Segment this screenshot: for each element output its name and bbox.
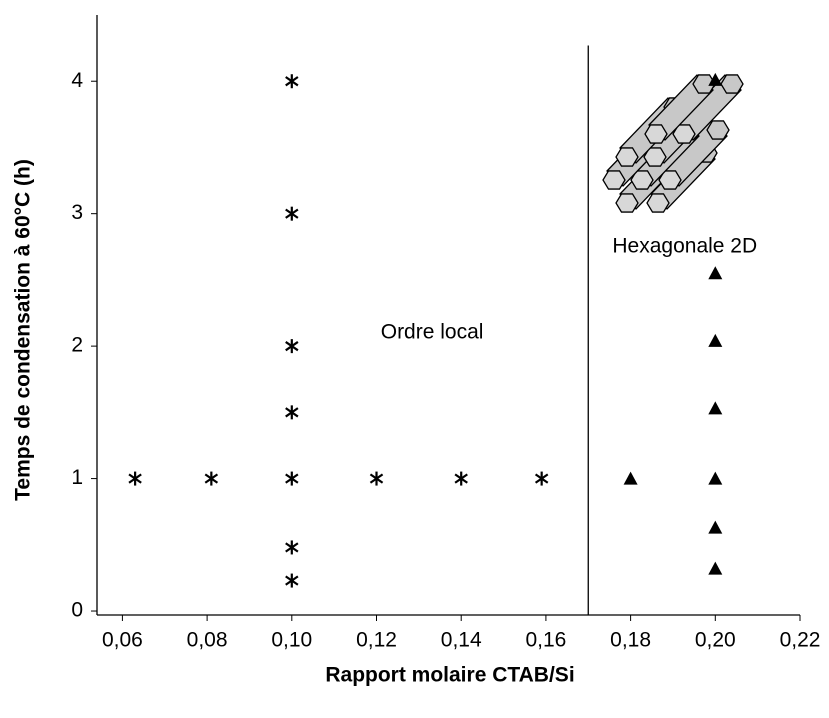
x-tick-label: 0,18 xyxy=(610,629,651,652)
cylinder-end xyxy=(643,147,667,167)
asterisk-stroke xyxy=(285,473,299,484)
x-tick-label: 0,06 xyxy=(102,629,143,652)
y-axis-title: Temps de condensation à 60°C (h) xyxy=(12,159,35,501)
x-tick-label: 0,14 xyxy=(441,629,482,652)
asterisk-stroke xyxy=(128,473,142,484)
y-tick-label: 0 xyxy=(71,599,83,622)
point xyxy=(285,540,299,555)
point xyxy=(285,573,299,588)
point xyxy=(708,520,723,534)
cylinder-end xyxy=(615,193,639,213)
point xyxy=(708,471,723,485)
cylinder-end xyxy=(602,170,626,190)
asterisk-stroke xyxy=(285,407,299,418)
triangle-shape xyxy=(623,471,638,485)
triangle-shape xyxy=(708,266,723,280)
x-tick-label: 0,20 xyxy=(695,629,736,652)
asterisk-stroke xyxy=(534,473,549,484)
point xyxy=(708,72,723,86)
y-tick-label: 3 xyxy=(71,201,83,224)
cylinder-end xyxy=(630,170,654,190)
point xyxy=(285,339,299,354)
point xyxy=(534,471,549,486)
point xyxy=(708,561,723,575)
point xyxy=(708,401,723,415)
x-tick-label: 0,10 xyxy=(271,629,312,652)
cylinder-end xyxy=(658,170,682,190)
asterisk-stroke xyxy=(285,341,299,352)
point xyxy=(128,471,142,486)
point xyxy=(285,74,299,89)
x-tick-label: 0,12 xyxy=(356,629,397,652)
asterisk-stroke xyxy=(285,542,299,553)
triangle-shape xyxy=(708,72,723,86)
asterisk-stroke xyxy=(285,76,299,87)
point xyxy=(369,471,384,486)
triangle-shape xyxy=(708,333,723,347)
point xyxy=(708,266,723,280)
point xyxy=(285,405,299,420)
annotation: Hexagonale 2D xyxy=(612,234,757,257)
triangle-shape xyxy=(708,561,723,575)
x-tick-label: 0,08 xyxy=(187,629,228,652)
x-axis-title: Rapport molaire CTAB/Si xyxy=(325,664,574,687)
asterisk-stroke xyxy=(369,473,384,484)
point xyxy=(285,206,299,221)
triangle-shape xyxy=(708,471,723,485)
x-tick-label: 0,16 xyxy=(525,629,566,652)
cylinder-end xyxy=(646,193,670,213)
cylinder-end xyxy=(615,147,639,167)
point xyxy=(285,471,299,486)
point xyxy=(623,471,638,485)
cylinder-end xyxy=(672,124,696,144)
point xyxy=(454,471,468,486)
asterisk-stroke xyxy=(285,575,299,586)
hexagonal-icon xyxy=(602,74,744,213)
y-tick-label: 2 xyxy=(71,334,83,357)
y-tick-label: 1 xyxy=(71,466,83,489)
cylinder-far-end xyxy=(720,74,744,94)
asterisk-stroke xyxy=(204,473,219,484)
point xyxy=(708,333,723,347)
y-tick-label: 4 xyxy=(71,69,83,92)
annotation: Ordre local xyxy=(381,320,484,343)
asterisk-stroke xyxy=(454,473,468,484)
cylinder-far-end xyxy=(706,120,730,140)
x-tick-label: 0,22 xyxy=(780,629,821,652)
cylinder-far-end xyxy=(692,74,716,94)
triangle-shape xyxy=(708,401,723,415)
cylinder-end xyxy=(644,124,668,144)
asterisk-stroke xyxy=(285,208,299,219)
point xyxy=(204,471,219,486)
triangle-shape xyxy=(708,520,723,534)
